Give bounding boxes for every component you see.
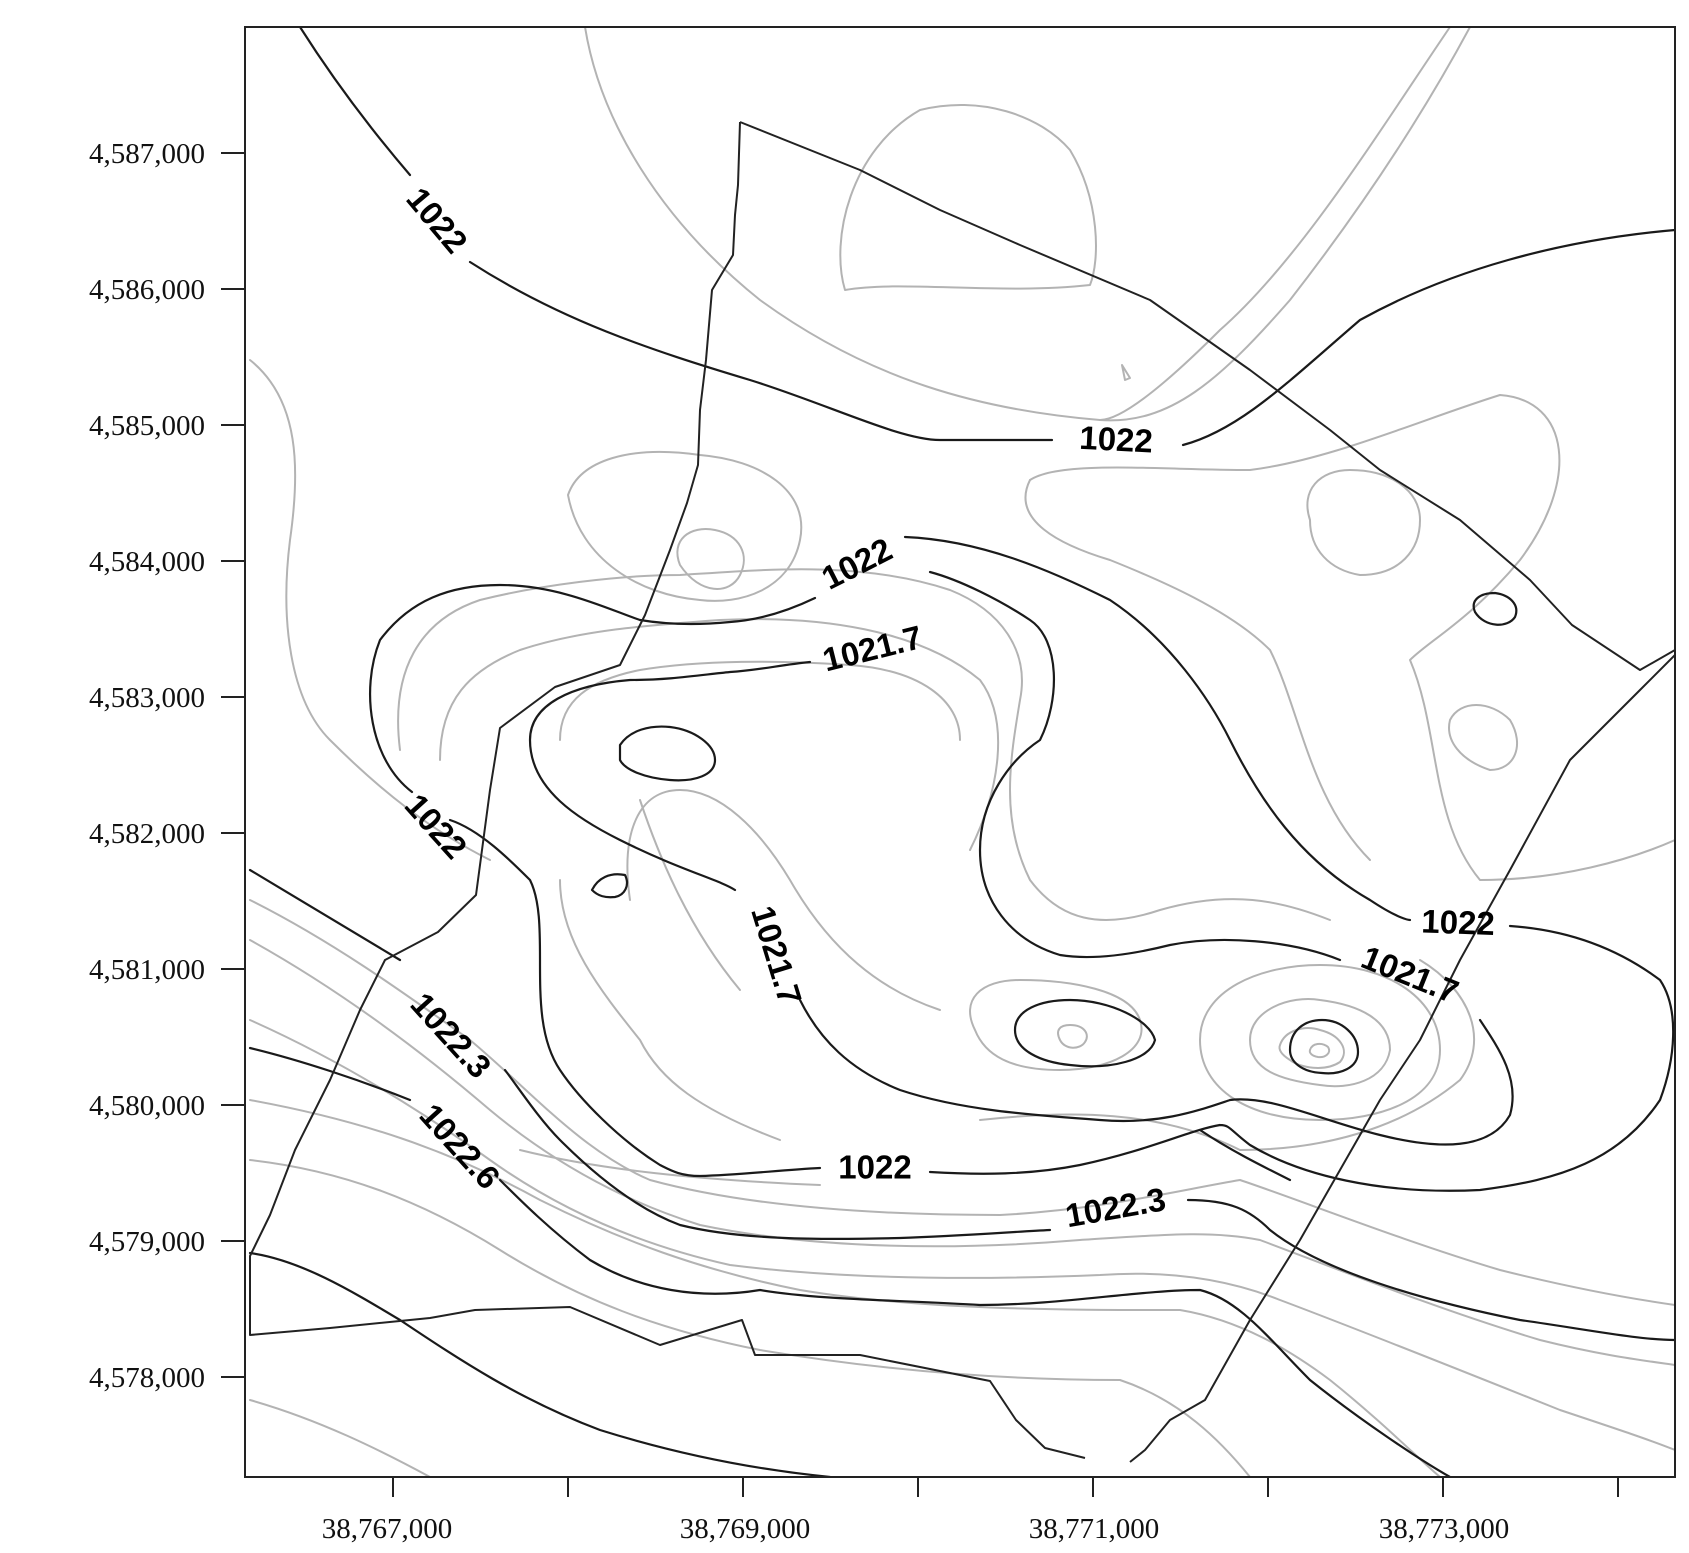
contour-label: 1022	[816, 530, 898, 596]
major-contour-1022.3	[248, 868, 1675, 1342]
x-axis: 38,767,000 38,769,000 38,771,000 38,773,…	[322, 1477, 1619, 1545]
study-area-boundary-east	[739, 121, 1675, 1463]
major-contour-1022-north	[298, 27, 1675, 447]
minor-contour	[1239, 959, 1476, 1151]
y-tick-label: 4,585,000	[89, 410, 205, 442]
minor-contour	[1121, 364, 1131, 381]
x-tick-label: 38,771,000	[1029, 1513, 1160, 1545]
minor-contour	[1199, 964, 1441, 1121]
x-tick-label: 38,769,000	[680, 1513, 811, 1545]
minor-contour	[519, 1149, 821, 1186]
plot-frame	[244, 26, 1676, 1478]
contour-label: 1021.7	[819, 618, 926, 678]
contour-label: 1022.3	[1063, 1180, 1169, 1234]
minor-contour	[1278, 1027, 1345, 1069]
closed-contour-small	[590, 873, 629, 899]
contour-label: 1021.7	[1356, 938, 1463, 1010]
x-tick-label: 38,767,000	[322, 1513, 453, 1545]
major-contour-fragment	[1198, 1128, 1292, 1182]
contour-label: 1021.7	[744, 902, 809, 1009]
minor-contour	[249, 359, 491, 861]
major-contour-1022-west	[369, 535, 1675, 1192]
y-tick-label: 4,584,000	[89, 546, 205, 578]
y-tick-label: 4,581,000	[89, 954, 205, 986]
minor-contour	[249, 899, 1675, 1306]
x-tick-label: 38,773,000	[1379, 1513, 1510, 1545]
closed-contour-nw	[618, 725, 717, 782]
minor-contour	[249, 1399, 431, 1477]
minor-contour	[249, 1159, 1251, 1477]
y-tick-label: 4,583,000	[89, 682, 205, 714]
y-tick-label: 4,586,000	[89, 274, 205, 306]
minor-contour	[1306, 469, 1421, 576]
major-contour-south	[248, 1251, 832, 1477]
major-contour-1022.6	[248, 1046, 1452, 1477]
minor-contour	[1448, 704, 1519, 771]
major-contours	[248, 27, 1675, 1477]
minor-contour	[559, 660, 961, 741]
y-axis: 4,587,000 4,586,000 4,585,000 4,584,000 …	[89, 138, 245, 1394]
minor-contour	[1099, 27, 1451, 421]
minor-contour	[584, 27, 1471, 422]
y-tick-label: 4,587,000	[89, 138, 205, 170]
minor-contour	[397, 568, 1331, 921]
minor-contour	[1029, 394, 1675, 881]
plot-border	[244, 26, 1676, 1478]
contour-label: 1022	[1421, 902, 1496, 942]
minor-contour	[439, 618, 1000, 851]
minor-contour	[249, 1019, 1675, 1451]
minor-contour	[1057, 1024, 1088, 1049]
major-contour-1021.7	[528, 570, 1514, 1146]
contour-labels: 1022 1022 1022 1021.7 1022 1021.7 1022 1…	[398, 180, 1496, 1234]
closed-contour-center	[1013, 998, 1157, 1068]
minor-contours	[249, 27, 1675, 1477]
minor-contour	[249, 939, 1675, 1366]
contour-label: 1022	[838, 1149, 911, 1186]
minor-contour	[839, 103, 1097, 291]
y-tick-label: 4,578,000	[89, 1362, 205, 1394]
minor-contour	[559, 879, 781, 1141]
minor-contour	[1308, 1042, 1331, 1059]
contour-label: 1022	[1079, 419, 1154, 460]
study-area-boundary	[249, 121, 1086, 1459]
y-tick-label: 4,579,000	[89, 1226, 205, 1258]
contour-layer: 1022 1022 1022 1021.7 1022 1021.7 1022 1…	[248, 27, 1675, 1477]
minor-contour	[639, 799, 741, 991]
minor-contour	[1249, 998, 1391, 1088]
contour-label: 1022	[399, 180, 475, 260]
contour-label: 1022.6	[413, 1096, 508, 1196]
minor-contour	[249, 1099, 1441, 1477]
minor-contour	[626, 789, 941, 1011]
contour-label: 1022.3	[404, 985, 499, 1085]
closed-contour-se	[1288, 1018, 1360, 1075]
minor-contour	[969, 979, 1143, 1071]
minor-contour	[676, 528, 745, 590]
minor-contour	[1024, 479, 1371, 861]
boundary-layer	[249, 121, 1675, 1463]
y-tick-label: 4,580,000	[89, 1090, 205, 1122]
y-tick-label: 4,582,000	[89, 818, 205, 850]
closed-contour-east	[1472, 591, 1518, 626]
minor-contour	[567, 451, 803, 602]
